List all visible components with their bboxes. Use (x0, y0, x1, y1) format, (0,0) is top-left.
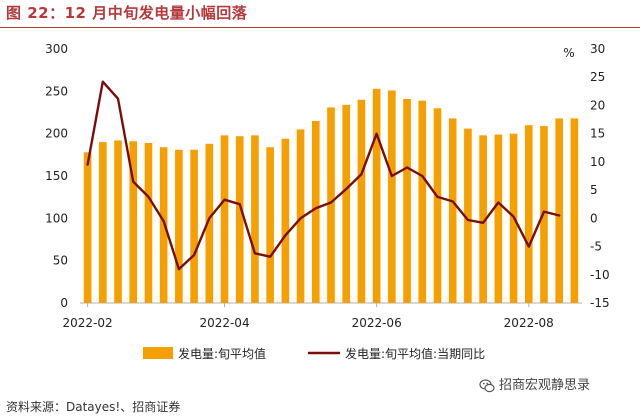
x-tick-label: 2022-02 (63, 316, 113, 330)
legend-label-bar: 发电量:旬平均值 (178, 346, 266, 361)
right-tick-label: -10 (590, 268, 610, 282)
axes: 0 50 100 150 200 250 300 -15 -10 -5 0 5 10 15 20 25 30% 2… (45, 42, 610, 330)
bar (555, 118, 563, 303)
bar (494, 134, 503, 303)
left-tick-label: 150 (45, 169, 68, 183)
bar (159, 147, 168, 303)
bar (235, 136, 244, 303)
bar (205, 143, 214, 303)
yoy-line (86, 80, 561, 271)
wechat-icon (479, 378, 495, 392)
left-tick-label: 250 (45, 84, 68, 98)
left-tick-label: 50 (53, 254, 68, 268)
bar (175, 149, 183, 303)
bar (266, 147, 274, 303)
bar (448, 118, 457, 303)
left-tick-label: 300 (45, 42, 68, 56)
right-tick-label: -15 (590, 296, 610, 310)
bar (479, 135, 487, 303)
bar (114, 140, 122, 303)
bar (220, 135, 229, 303)
bar (190, 149, 198, 303)
x-tick-label: 2022-04 (199, 316, 249, 330)
bar (418, 100, 427, 303)
bar (342, 104, 351, 303)
bar (129, 141, 138, 303)
brand-name: 招商宏观静思录 (499, 378, 591, 393)
bar (372, 88, 381, 303)
bar (464, 128, 472, 303)
bar (327, 107, 335, 303)
bar (388, 90, 396, 303)
x-tick-label: 2022-08 (504, 316, 554, 330)
brand-watermark: 招商宏观静思录 (479, 374, 590, 394)
bar (403, 98, 411, 303)
bar (433, 108, 442, 304)
right-tick-label: 10 (590, 155, 605, 169)
bar (296, 129, 305, 303)
bar (144, 142, 153, 303)
line-series (86, 80, 561, 271)
right-tick-label: -5 (590, 240, 602, 254)
figure-title: 图 22：12 月中旬发电量小幅回落 (6, 4, 248, 22)
bar (570, 118, 579, 303)
bar (83, 152, 92, 303)
right-tick-label: 5 (590, 183, 598, 197)
source-note: 资料来源：Datayes!、招商证券 (6, 400, 181, 414)
legend-label-line: 发电量:旬平均值:当期同比 (345, 346, 485, 361)
x-tick-label: 2022-06 (352, 316, 402, 330)
legend-swatch-bar (143, 347, 173, 359)
left-tick-label: 200 (45, 127, 68, 141)
bar (357, 99, 366, 303)
bar (311, 120, 320, 303)
right-axis-unit: % (563, 46, 574, 60)
bar (99, 142, 107, 303)
bar (251, 135, 259, 303)
legend: 发电量:旬平均值 发电量:旬平均值:当期同比 (143, 346, 485, 361)
right-tick-label: 0 (590, 211, 598, 225)
left-tick-label: 100 (45, 211, 68, 225)
right-tick-label: 25 (590, 70, 605, 84)
bar-series (83, 88, 579, 304)
bar (281, 138, 290, 303)
right-tick-label: 20 (590, 98, 605, 112)
bar (524, 125, 533, 303)
right-tick-label: 30 (590, 42, 605, 56)
title-divider (0, 27, 640, 28)
left-tick-label: 0 (60, 296, 68, 310)
right-tick-label: 15 (590, 127, 605, 141)
